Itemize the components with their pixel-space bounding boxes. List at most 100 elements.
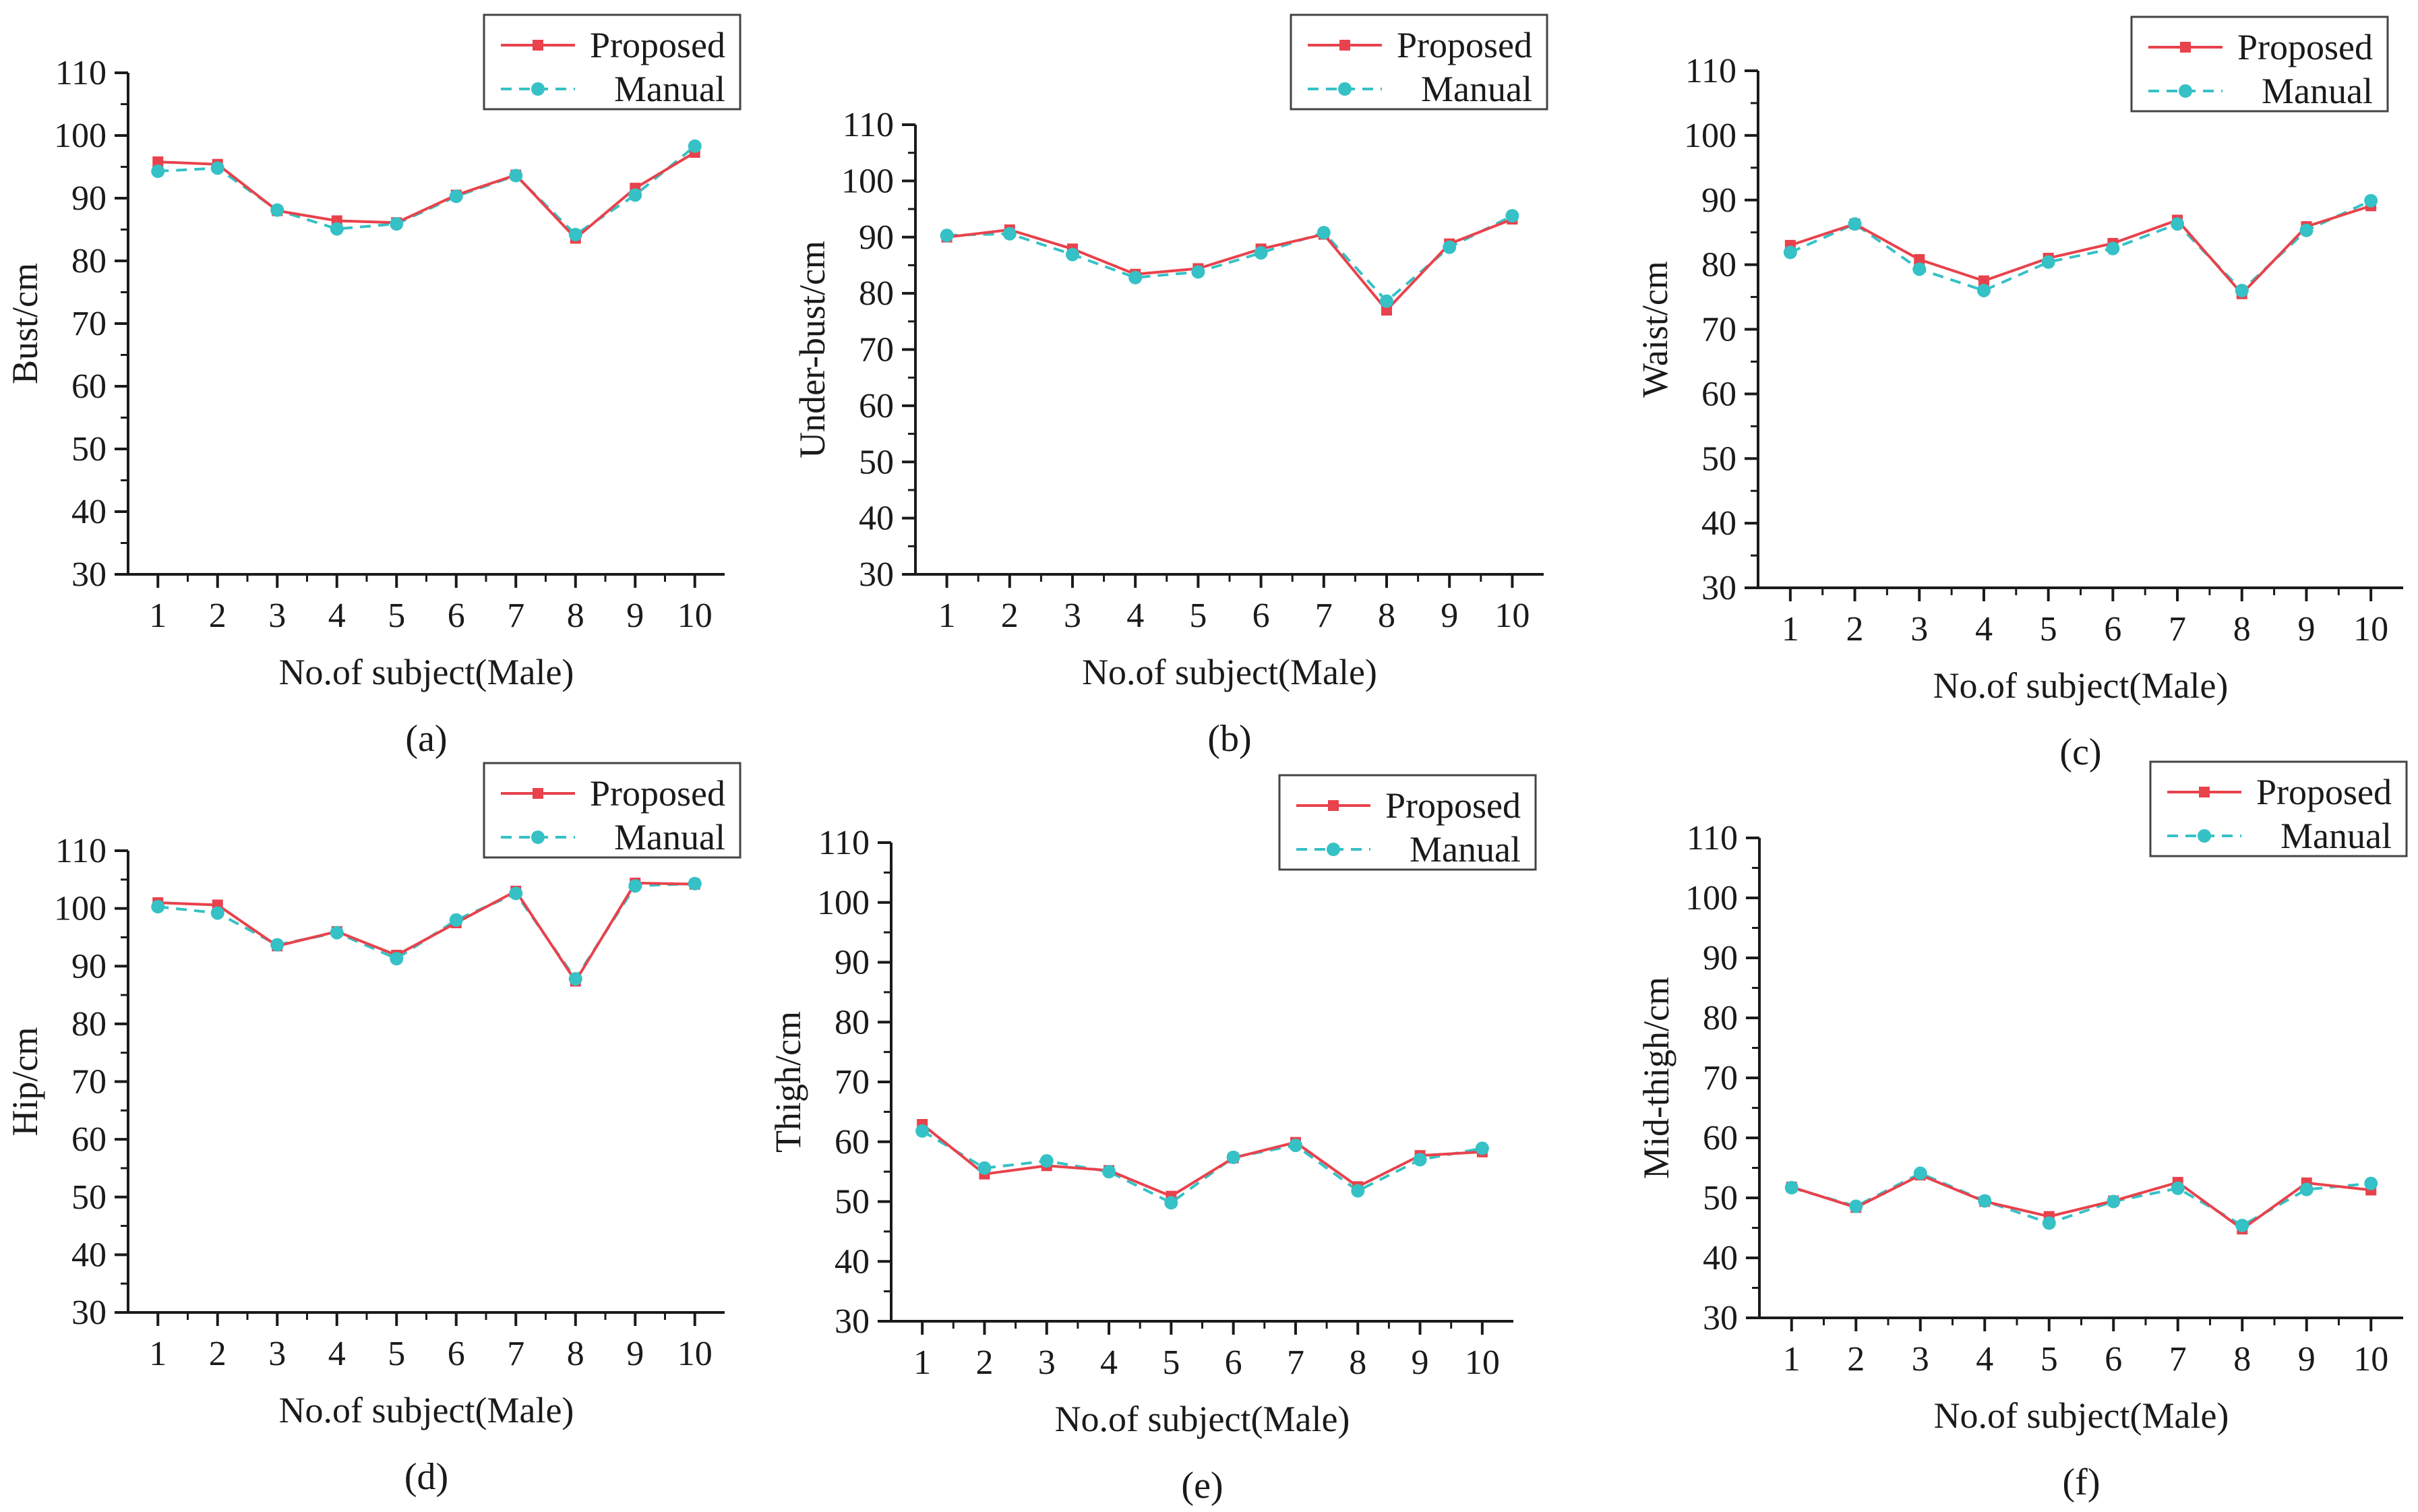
x-tick-label: 3 <box>1912 1340 1929 1379</box>
legend-label-proposed: Proposed <box>2256 772 2392 812</box>
y-tick-label: 70 <box>859 331 894 369</box>
y-tick-label: 110 <box>55 832 107 870</box>
y-tick-label: 50 <box>1701 440 1736 478</box>
x-tick-label: 8 <box>567 1335 584 1373</box>
y-tick-label: 70 <box>1701 311 1736 349</box>
manual-point <box>2107 1195 2121 1209</box>
proposed-point <box>1978 275 1989 286</box>
y-tick-label: 70 <box>71 305 107 343</box>
y-tick-label: 50 <box>859 443 894 481</box>
y-tick-label: 60 <box>859 387 894 425</box>
manual-point <box>940 229 954 243</box>
x-tick-label: 1 <box>913 1343 931 1382</box>
series-line-manual <box>1791 1172 2371 1228</box>
x-tick-label: 7 <box>1315 597 1333 635</box>
series-line-manual <box>921 1130 1483 1205</box>
x-tick-label: 10 <box>677 597 713 635</box>
manual-point <box>568 227 582 241</box>
x-tick-label: 9 <box>1412 1343 1429 1382</box>
manual-point <box>2299 223 2314 237</box>
y-tick-label: 60 <box>1703 1119 1738 1157</box>
y-tick-label: 70 <box>71 1063 107 1101</box>
x-tick-label: 8 <box>1349 1343 1366 1382</box>
legend-marker-proposed <box>533 788 543 799</box>
manual-point <box>210 906 224 920</box>
legend-marker-proposed <box>2199 787 2210 797</box>
manual-point <box>330 926 344 940</box>
y-tick-label: 70 <box>1703 1059 1738 1097</box>
y-tick-label: 110 <box>55 54 107 92</box>
y-tick-label: 110 <box>843 106 894 144</box>
legend-label-manual: Manual <box>614 69 725 109</box>
x-tick-label: 5 <box>2041 1340 2058 1379</box>
manual-point <box>1413 1153 1427 1167</box>
x-tick-label: 2 <box>1846 610 1864 648</box>
legend-box <box>483 13 742 111</box>
chart-panel-4: 30 40 50 60 70 80 90 100 110 1 2 3 4 5 6 7 8 9 10 No.of sub… <box>5 762 742 1498</box>
series-line-manual <box>158 145 696 237</box>
manual-point <box>1128 270 1143 284</box>
y-tick-label: 100 <box>1684 117 1736 155</box>
y-tick-label: 50 <box>835 1183 870 1221</box>
manual-point <box>2364 1176 2378 1190</box>
y-tick-label: 30 <box>1701 569 1736 607</box>
x-tick-label: 3 <box>1910 610 1928 648</box>
x-tick-label: 2 <box>975 1343 993 1382</box>
legend-marker-manual <box>2179 84 2192 98</box>
y-tick-label: 60 <box>1701 375 1736 413</box>
y-tick-label: 50 <box>71 430 107 468</box>
manual-point <box>449 189 463 204</box>
y-tick-label: 90 <box>1703 939 1738 977</box>
manual-point <box>449 913 463 927</box>
manual-point <box>509 886 523 901</box>
manual-point <box>2364 193 2378 208</box>
x-tick-label: 5 <box>1189 597 1207 635</box>
manual-point <box>2235 283 2249 297</box>
manual-point <box>2106 241 2120 255</box>
x-tick-label: 4 <box>1976 1340 1993 1379</box>
x-tick-label: 4 <box>1975 610 1993 648</box>
legend-label-manual: Manual <box>614 817 725 857</box>
x-axis-title: No.of subject(Male) <box>279 1390 574 1430</box>
manual-point <box>1505 209 1519 223</box>
manual-point <box>390 952 404 966</box>
manual-point <box>628 188 642 202</box>
manual-point <box>1288 1139 1302 1153</box>
legend-box <box>1278 774 1537 871</box>
manual-point <box>2042 1216 2056 1230</box>
x-tick-label: 9 <box>2298 1340 2316 1379</box>
x-tick-label: 8 <box>1378 597 1395 635</box>
legend-marker-manual <box>531 82 545 96</box>
manual-point <box>1849 1199 1863 1213</box>
manual-point <box>509 169 523 183</box>
y-tick-label: 70 <box>835 1063 870 1101</box>
panel-caption: (c) <box>2059 731 2101 773</box>
x-tick-label: 7 <box>1287 1343 1304 1382</box>
x-tick-label: 3 <box>1064 597 1081 635</box>
manual-point <box>1475 1141 1489 1155</box>
y-axis-title: Under-bust/cm <box>792 241 833 458</box>
y-tick-label: 110 <box>818 824 870 862</box>
x-tick-label: 9 <box>2297 610 2315 648</box>
legend-label-proposed: Proposed <box>2237 27 2373 67</box>
x-tick-label: 2 <box>1001 597 1019 635</box>
x-axis-title: No.of subject(Male) <box>279 652 574 692</box>
manual-point <box>628 879 642 893</box>
x-tick-label: 5 <box>388 1335 405 1373</box>
chart-panel-3: 30 40 50 60 70 80 90 100 110 1 2 3 4 5 6 7 8 9 10 No.of sub… <box>1635 16 2403 773</box>
x-tick-label: 6 <box>448 597 465 635</box>
manual-point <box>1351 1184 1365 1198</box>
y-tick-label: 60 <box>71 1120 107 1159</box>
x-tick-label: 9 <box>626 597 644 635</box>
proposed-point <box>1381 305 1392 316</box>
x-tick-label: 6 <box>448 1335 465 1373</box>
y-tick-label: 80 <box>71 1005 107 1044</box>
manual-point <box>1912 262 1927 276</box>
manual-point <box>915 1124 930 1138</box>
x-tick-label: 10 <box>677 1335 713 1373</box>
